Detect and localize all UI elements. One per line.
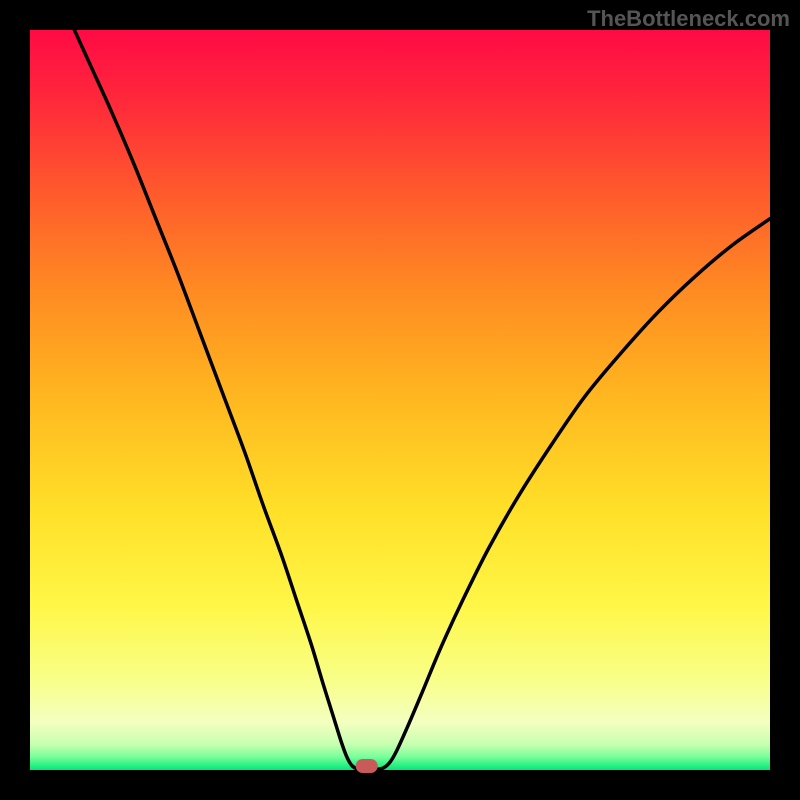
optimum-marker [356, 759, 378, 773]
chart-svg [0, 0, 800, 800]
v-curve-path [74, 30, 770, 769]
